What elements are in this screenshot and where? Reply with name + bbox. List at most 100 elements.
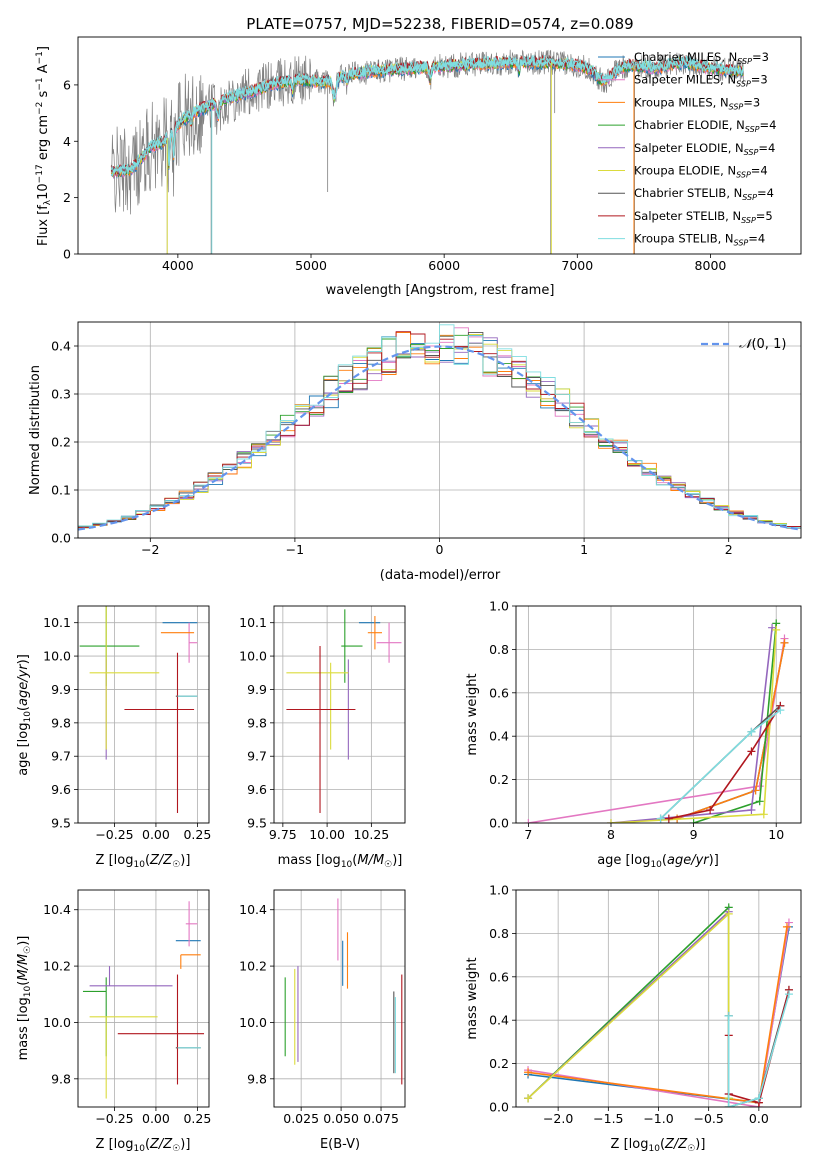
label-part: 10 <box>648 1144 660 1154</box>
errorbar-chabrier-elodie <box>79 606 140 687</box>
y-tick-label: 9.7 <box>247 749 267 764</box>
x-tick-label: −1 <box>286 542 304 557</box>
label-part: age [log <box>597 853 650 868</box>
x-axis-label: mass [log10(M/M☉)] <box>278 853 403 870</box>
x-tick-label: 10.00 <box>309 827 345 842</box>
label-part: Z [log <box>96 853 134 868</box>
y-tick-label: 0.4 <box>51 339 71 354</box>
age-vs-metallicity-panel: −0.25 0.00 0.25 9.5 9.6 9.7 9.8 9.9 10.0 10.1 Z [l… <box>16 605 211 870</box>
label-part: mass [log <box>16 997 31 1060</box>
label-part: −1 <box>35 77 45 90</box>
errorbar-salpeter-elodie <box>89 966 173 987</box>
label-part: Z/Z <box>664 1137 688 1152</box>
x-axis-label: age [log10(age/yr)] <box>597 853 719 870</box>
label-part: 10 <box>133 1144 145 1154</box>
x-axis-label: wavelength [Angstrom, rest frame] <box>326 283 555 298</box>
point-marker-kroupa-stelib <box>656 814 665 823</box>
point-marker-kroupa-elodie <box>524 1094 533 1103</box>
y-tick-label: 9.8 <box>247 715 267 730</box>
plot-area <box>524 903 793 1107</box>
y-tick-label: 9.5 <box>51 816 71 831</box>
label-part: )] <box>180 1137 190 1152</box>
point-marker-salpeter-stelib <box>664 814 673 823</box>
x-axis-label: Z [log10(Z/Z☉)] <box>611 1137 706 1154</box>
histogram-kroupa-stelib <box>78 324 801 528</box>
x-tick-label: 8 <box>607 827 615 842</box>
label-part: mass [log <box>278 853 341 868</box>
x-axis-label: (data-model)/error <box>380 568 501 583</box>
x-tick-label: 0.25 <box>183 1111 211 1126</box>
y-tick-label: 10.2 <box>239 959 267 974</box>
y-tick-label: 0 <box>63 247 71 262</box>
series-line-salpeter-miles <box>528 638 786 823</box>
y-tick-label: 0.8 <box>489 926 509 941</box>
age-vs-mass-panel: 9.75 10.00 10.25 9.5 9.6 9.7 9.8 9.9 10.0 10.1 mas… <box>239 605 406 870</box>
plot-area <box>286 609 402 813</box>
point-marker-salpeter-stelib <box>747 747 756 756</box>
x-tick-label: 1 <box>580 542 588 557</box>
x-tick-label: 0.0 <box>749 1111 769 1126</box>
label-part: ☉ <box>23 946 33 954</box>
y-tick-label: 0.0 <box>51 531 71 546</box>
massweight-vs-metallicity-panel: −2.0 −1.5 −1.0 −0.5 0.0 0.0 0.2 0.4 0.6 0.8 1.0 mas… <box>465 883 802 1154</box>
point-marker-kroupa-stelib <box>754 1094 763 1103</box>
label-part: Z [log <box>611 1137 649 1152</box>
label-part: Chabrier STELIB, N <box>634 186 742 200</box>
y-axis-label: age [log10(age/yr)] <box>16 654 33 776</box>
label-part: ☉ <box>384 860 392 870</box>
errorbar-salpeter-miles <box>376 622 402 663</box>
axes-frame <box>273 605 406 824</box>
x-tick-label: 0.25 <box>183 827 211 842</box>
y-tick-label: 0.6 <box>489 685 509 700</box>
label-part: SSP <box>737 57 752 66</box>
label-part: =4 <box>757 186 774 200</box>
label-part: (0, 1) <box>751 337 786 352</box>
point-marker-kroupa-stelib <box>747 727 756 736</box>
y-tick-label: 10.0 <box>239 1015 267 1030</box>
point-marker-salpeter-miles <box>524 819 533 823</box>
axes-frame <box>273 889 406 1108</box>
x-tick-label: 0.025 <box>283 1111 319 1126</box>
label-part: SSP <box>741 216 756 225</box>
x-tick-label: −1.5 <box>593 1111 623 1126</box>
x-tick-label: 0.00 <box>142 1111 170 1126</box>
y-tick-label: 0.0 <box>489 1100 509 1115</box>
errorbar-salpeter-stelib <box>117 974 205 1085</box>
label-part: M/M <box>16 954 31 981</box>
series-kroupa-miles <box>673 638 789 823</box>
point-marker-chabrier-elodie <box>755 797 764 806</box>
label-part: ( <box>16 981 31 986</box>
label-part: ☉ <box>687 1144 695 1154</box>
label-part: Chabrier ELODIE, N <box>634 118 745 132</box>
label-part: 10 <box>341 860 353 870</box>
plot-area <box>110 49 744 254</box>
axes: −0.25 0.00 0.259.810.010.210.4Z [log10(Z/Z… <box>16 889 211 1154</box>
x-tick-label: −0.5 <box>693 1111 723 1126</box>
label-part: Salpeter ELODIE, N <box>634 141 744 155</box>
label-part: ☉ <box>172 860 180 870</box>
label-part: SSP <box>736 171 751 180</box>
y-tick-label: 10.1 <box>43 615 71 630</box>
y-tick-label: 0.3 <box>51 387 71 402</box>
residuals-legend: 𝒩(0, 1) <box>701 337 786 352</box>
y-tick-label: 9.8 <box>247 1071 267 1086</box>
x-axis-label: Z [log10(Z/Z☉)] <box>96 853 191 870</box>
y-tick-label: 9.7 <box>51 749 71 764</box>
label-part: age [log <box>16 723 31 776</box>
y-tick-label: 10.1 <box>239 615 267 630</box>
point-marker-kroupa-stelib <box>724 1103 733 1107</box>
axes: −0.25 0.00 0.25 9.5 9.6 9.7 9.8 9.9 10.0 10.1 Z [l… <box>16 605 211 870</box>
point-marker-kroupa-elodie <box>724 909 733 918</box>
y-tick-label: 9.6 <box>51 782 71 797</box>
x-tick-label: 4000 <box>162 258 194 273</box>
label-part: =4 <box>760 118 777 132</box>
errorbar-salpeter-miles <box>188 622 198 663</box>
x-axis-label: Z [log10(Z/Z☉)] <box>96 1137 191 1154</box>
y-axis-label: Flux [fλ10−17 erg cm−2 s−1 A−1] <box>35 46 53 246</box>
y-tick-label: 1.0 <box>489 883 509 898</box>
point-marker-kroupa-elodie <box>772 625 781 634</box>
legend-label-kroupa-miles: Kroupa MILES, NSSP=3 <box>634 95 760 111</box>
label-part: Kroupa STELIB, N <box>634 232 734 246</box>
x-tick-label: 9 <box>690 827 698 842</box>
